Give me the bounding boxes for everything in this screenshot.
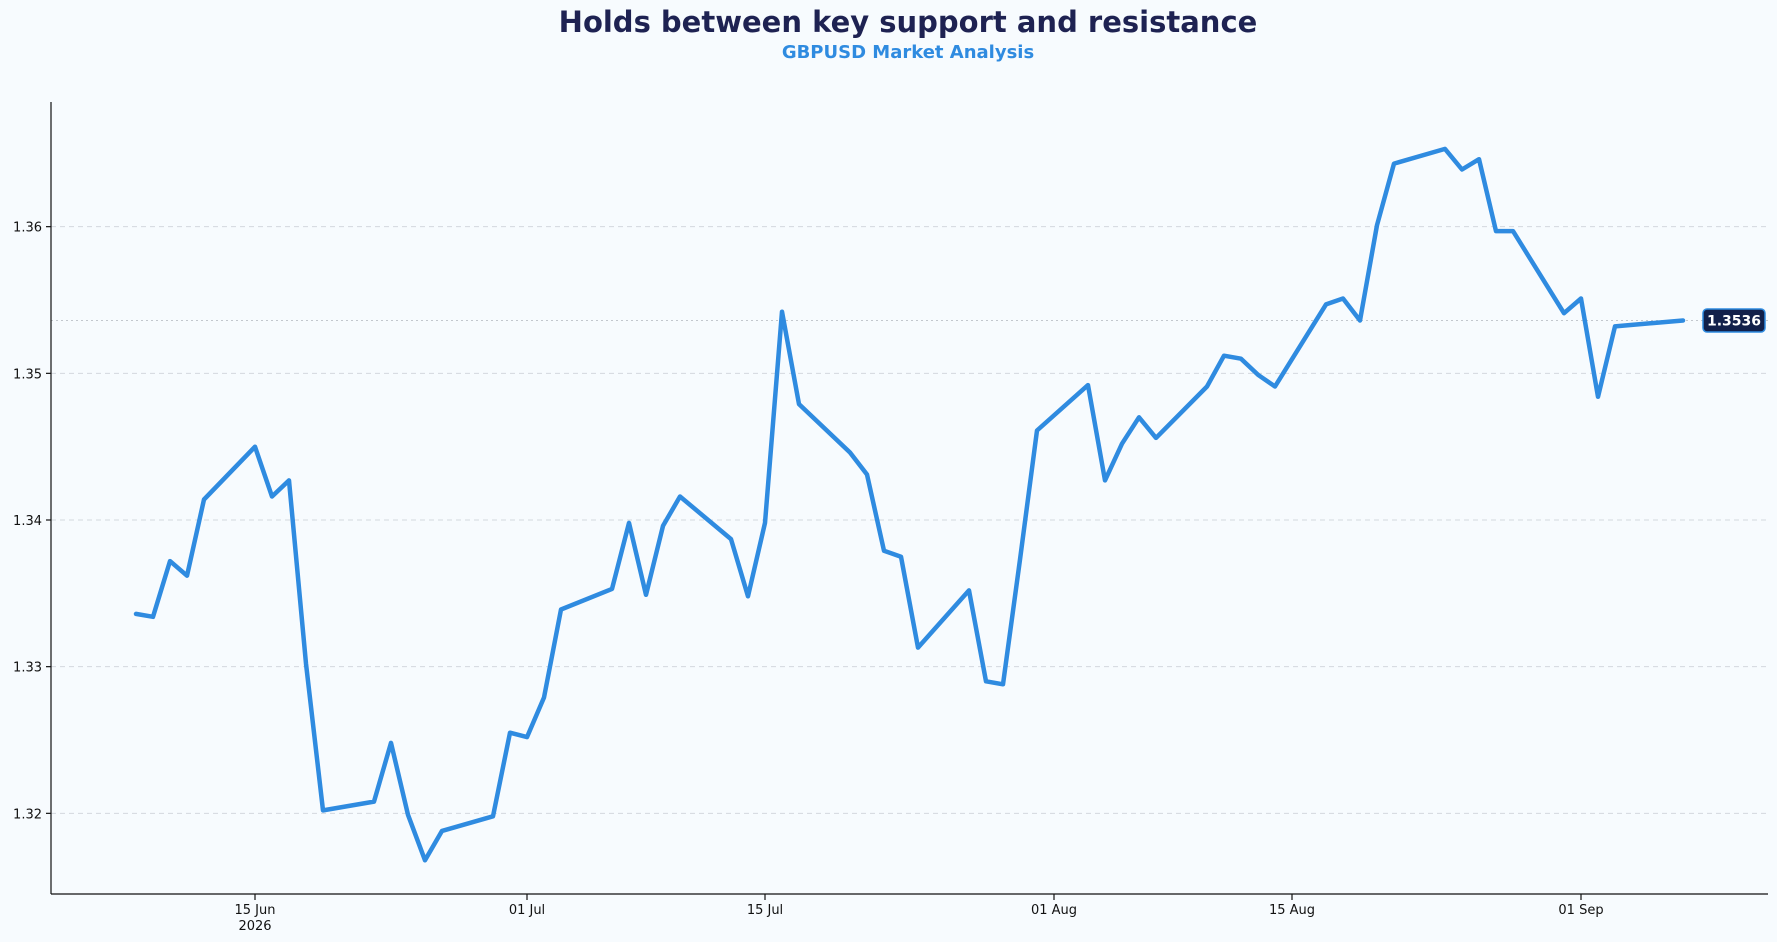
x-tick-label: 15 Jun [235,903,276,918]
last-value-label: 1.3536 [1707,314,1761,330]
x-tick-sublabel: 2026 [238,919,271,934]
last-value-badge-box [1702,308,1766,333]
y-tick-label: 1.34 [13,514,42,529]
x-tick-label: 01 Aug [1031,903,1077,918]
chart-subtitle: GBPUSD Market Analysis [782,42,1034,63]
y-tick-label: 1.32 [13,807,42,822]
y-tick-label: 1.33 [13,661,42,676]
y-axis-ticks: 1.32 1.33 1.34 1.35 1.36 [13,221,51,822]
x-tick-label: 15 Aug [1269,903,1315,918]
price-line [133,146,1686,863]
y-tick-label: 1.36 [13,221,42,236]
y-tick-label: 1.35 [13,367,42,382]
axes [50,102,1768,895]
grid [51,226,1768,814]
chart-title: Holds between key support and resistance [559,5,1258,39]
x-tick-label: 01 Sep [1558,903,1603,918]
last-value-badge: 1.3536 [1702,308,1766,333]
x-tick-label: 15 Jul [747,903,783,918]
x-tick-label: 01 Jul [509,903,545,918]
series [133,146,1686,863]
